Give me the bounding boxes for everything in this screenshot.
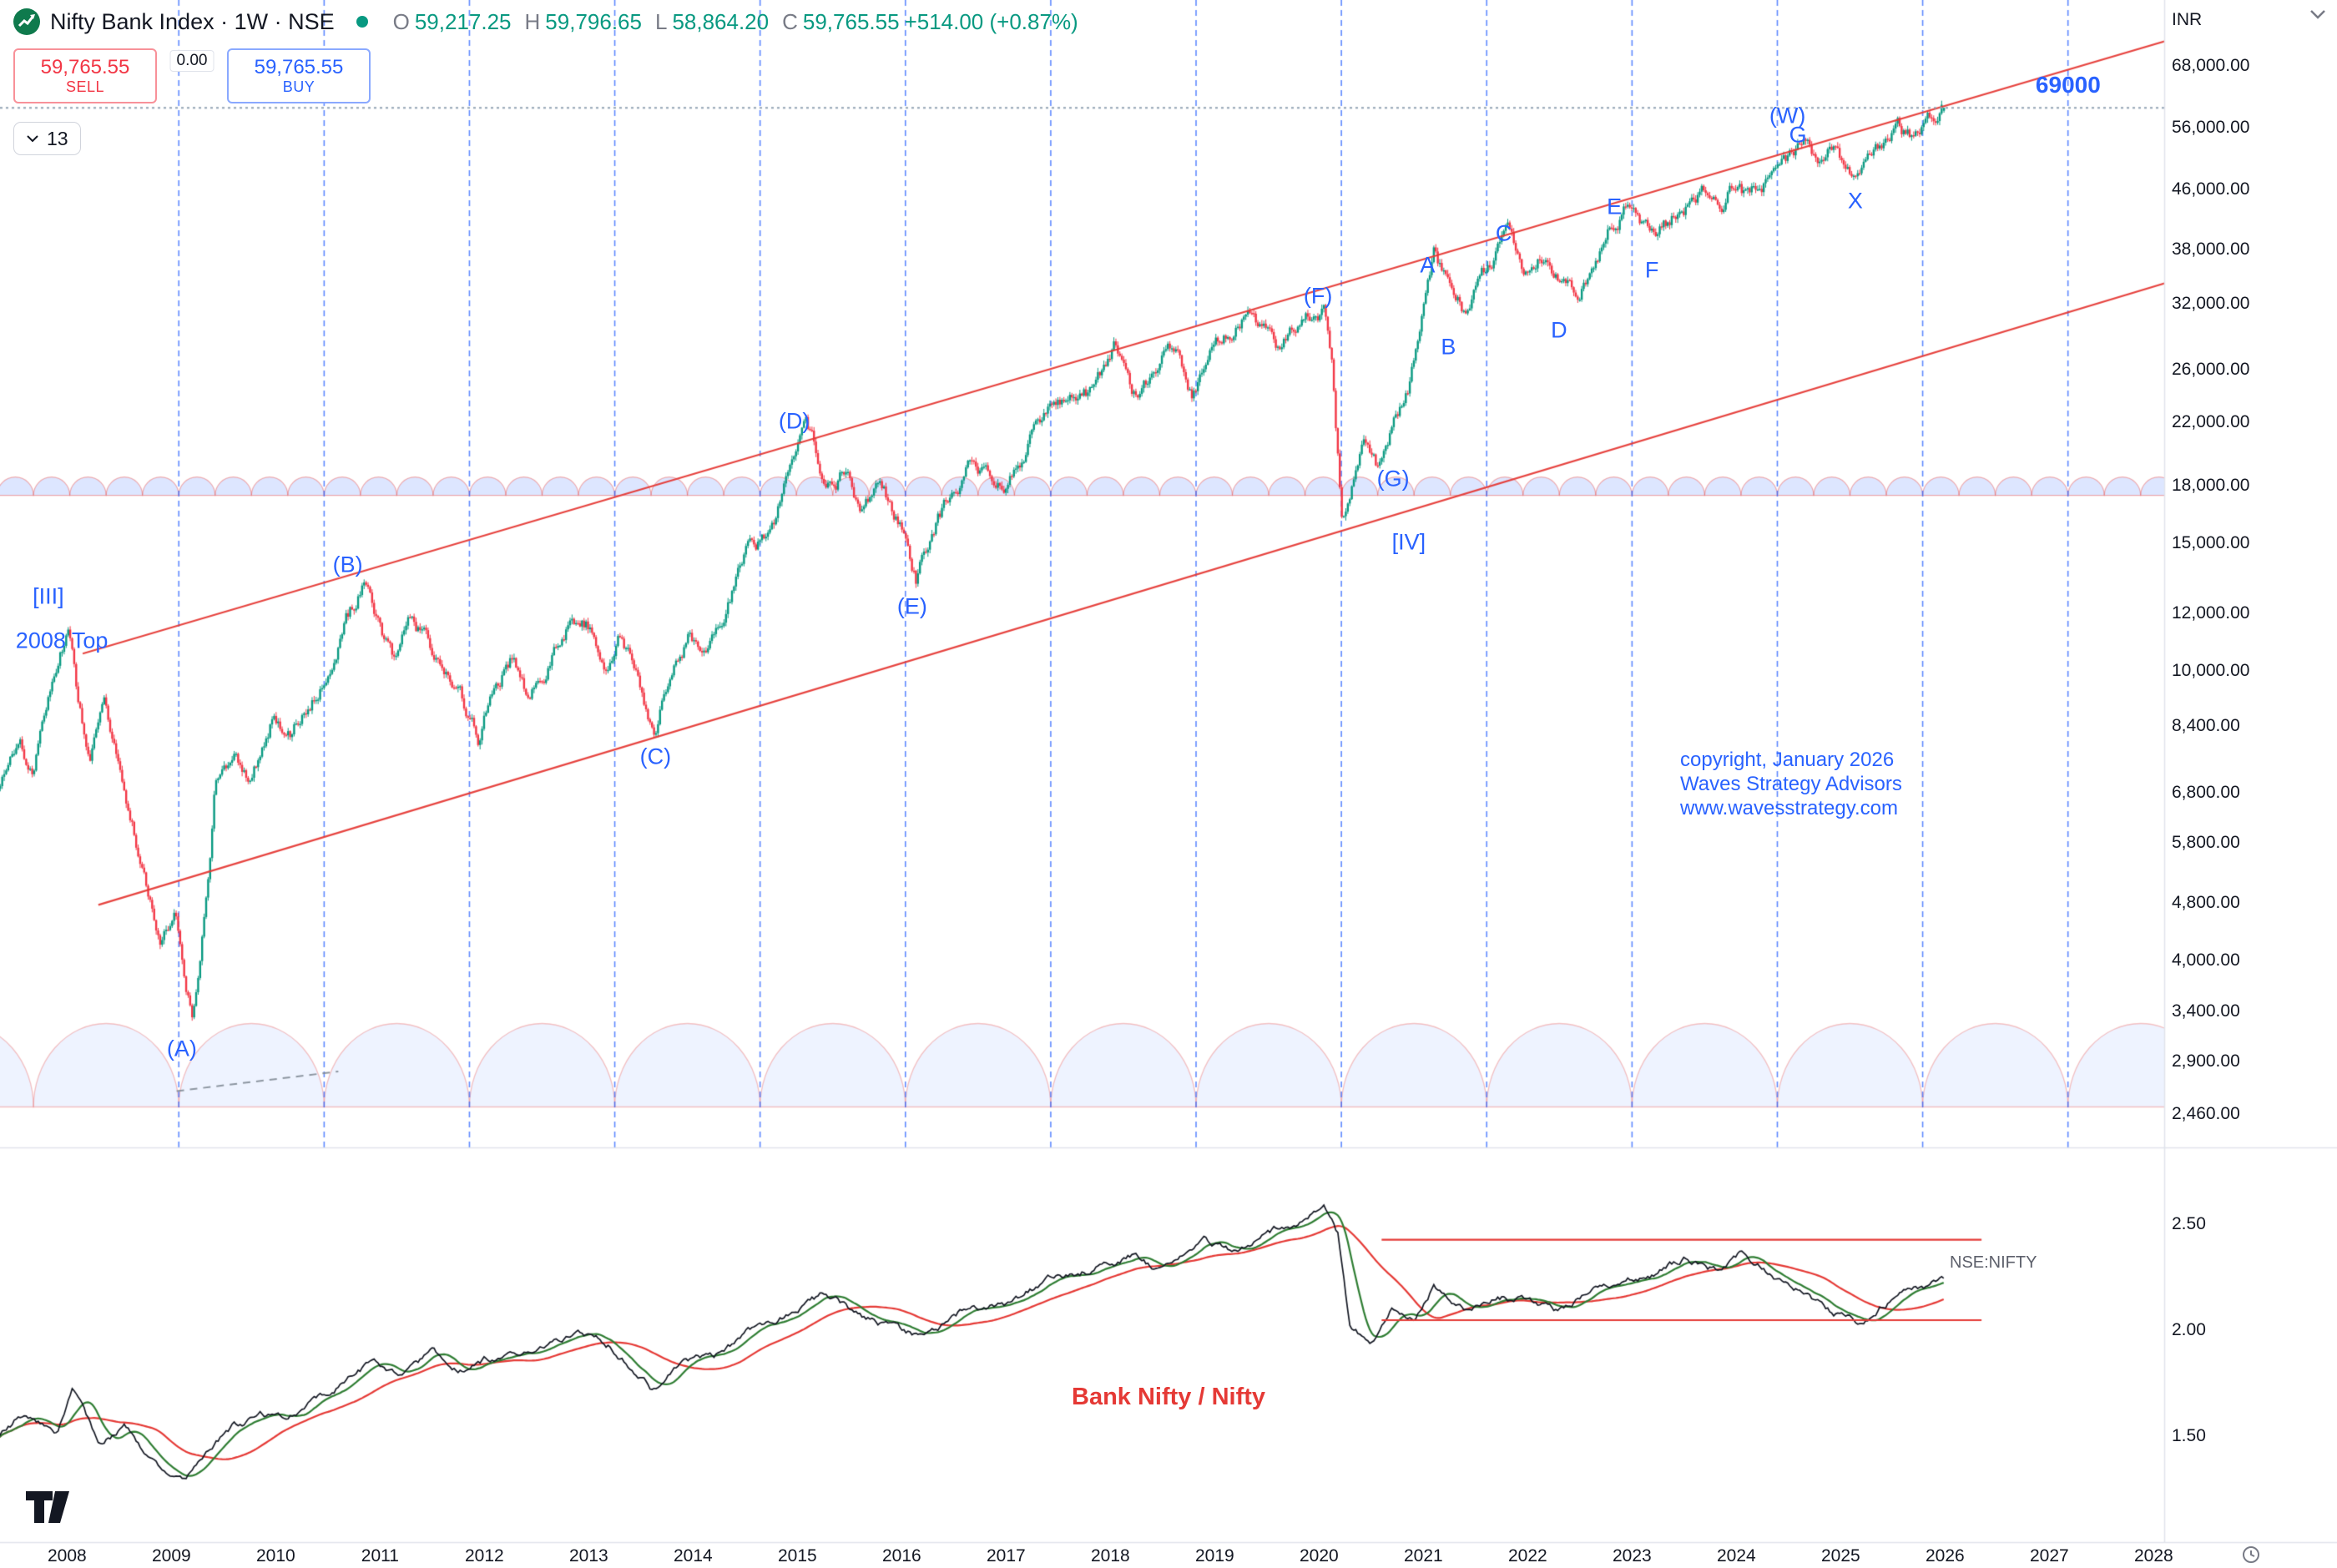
chart-header: Nifty Bank Index · 1W · NSE O 59,217.25 … <box>13 8 1078 35</box>
spread-area: 0.00 <box>157 48 227 100</box>
sell-price: 59,765.55 <box>40 55 130 78</box>
market-status-icon[interactable] <box>356 16 368 28</box>
bar-replay-count-dropdown[interactable]: 13 <box>13 122 81 155</box>
axis-collapse-arrow-icon[interactable] <box>2309 8 2327 24</box>
time-axis-label: 2012 <box>465 1546 504 1565</box>
time-axis-label: 2019 <box>1195 1546 1234 1565</box>
change-value: +514.00 (+0.87%) <box>904 8 1078 34</box>
open-value: 59,217.25 <box>414 8 512 34</box>
time-axis-label: 2018 <box>1091 1546 1130 1565</box>
ratio-pane-title: Bank Nifty / Nifty <box>1072 1384 1266 1410</box>
price-axis-label: 3,400.00 <box>2172 1001 2240 1021</box>
time-axis-label: 2009 <box>152 1546 191 1565</box>
currency-value: INR <box>2172 10 2203 29</box>
price-axis-label: 68,000.00 <box>2172 56 2250 76</box>
time-axis-label: 2021 <box>1404 1546 1443 1565</box>
time-axis-label: 2010 <box>256 1546 295 1565</box>
time-axis-label: 2027 <box>2030 1546 2069 1565</box>
buy-button[interactable]: 59,765.55 BUY <box>227 48 371 103</box>
ratio-axis-label: 2.00 <box>2172 1319 2206 1339</box>
ratio-axis-label: 2.50 <box>2172 1213 2206 1233</box>
bar-count-value: 13 <box>47 127 68 149</box>
sell-button[interactable]: 59,765.55 SELL <box>13 48 157 103</box>
buy-button-label: BUY <box>282 78 315 96</box>
time-axis-label: 2013 <box>569 1546 608 1565</box>
time-axis-label: 2011 <box>361 1546 399 1565</box>
buy-sell-widget: 59,765.55 SELL 0.00 59,765.55 BUY <box>13 48 371 103</box>
close-value: 59,765.55 <box>802 8 900 34</box>
price-axis-label: 2,900.00 <box>2172 1051 2240 1071</box>
low-value: 58,864.20 <box>672 8 770 34</box>
currency-selector[interactable]: INR <box>2172 10 2202 30</box>
price-axis-label: 4,000.00 <box>2172 950 2240 970</box>
price-axis-label: 22,000.00 <box>2172 412 2250 432</box>
symbol-title[interactable]: Nifty Bank Index · 1W · NSE <box>50 8 335 34</box>
ratio-series-label: NSE:NIFTY <box>1950 1253 2037 1272</box>
price-scale[interactable]: 68,000.00 56,000.00 46,000.00 38,000.00 32,0… <box>2164 0 2337 1542</box>
copyright-line: Waves Strategy Advisors <box>1680 773 1902 795</box>
time-axis-label: 2008 <box>48 1546 87 1565</box>
time-axis-label: 2017 <box>987 1546 1026 1565</box>
copyright-line: www.wavesstrategy.com <box>1680 797 1898 819</box>
high-label: H <box>524 8 541 34</box>
time-axis-label: 2015 <box>778 1546 817 1565</box>
high-value: 59,796.65 <box>545 8 642 34</box>
chevron-down-icon <box>26 134 39 143</box>
time-axis-label: 2020 <box>1300 1546 1339 1565</box>
tradingview-logo[interactable] <box>25 1490 70 1528</box>
time-scale[interactable]: 2008 2009 2010 2011 2012 2013 2014 2015 2016 2017… <box>0 1543 2337 1565</box>
symbol-logo-icon <box>13 8 40 35</box>
price-axis-label: 2,460.00 <box>2172 1103 2240 1123</box>
spread-value: 0.00 <box>169 50 215 72</box>
low-label: L <box>654 8 668 34</box>
copyright-line: copyright, January 2026 <box>1680 749 1895 771</box>
time-axis-label: 2016 <box>882 1546 921 1565</box>
price-axis-label: 10,000.00 <box>2172 661 2250 681</box>
sell-button-label: SELL <box>65 78 105 96</box>
open-label: O <box>392 8 410 34</box>
price-axis-label: 5,800.00 <box>2172 833 2240 853</box>
price-axis-label: 12,000.00 <box>2172 603 2250 623</box>
buy-price: 59,765.55 <box>254 55 344 78</box>
price-axis-label: 6,800.00 <box>2172 783 2240 803</box>
time-axis-label: 2028 <box>2134 1546 2173 1565</box>
ratio-axis-label: 1.50 <box>2172 1425 2206 1445</box>
time-axis-label: 2022 <box>1508 1546 1547 1565</box>
price-axis-label: 15,000.00 <box>2172 532 2250 552</box>
price-axis-label: 46,000.00 <box>2172 179 2250 199</box>
price-axis-label: 32,000.00 <box>2172 294 2250 314</box>
price-axis-label: 38,000.00 <box>2172 239 2250 260</box>
ohlc-readout: O 59,217.25 H 59,796.65 L 58,864.20 C 59… <box>385 9 1078 35</box>
price-axis-label: 26,000.00 <box>2172 359 2250 379</box>
time-axis-label: 2026 <box>1926 1546 1965 1565</box>
price-axis-label: 4,800.00 <box>2172 892 2240 912</box>
price-target-label: 69000 <box>2035 72 2101 98</box>
time-axis-clock-icon[interactable] <box>2242 1545 2260 1568</box>
price-axis-label: 8,400.00 <box>2172 716 2240 736</box>
price-axis-label: 56,000.00 <box>2172 117 2250 137</box>
time-axis-label: 2014 <box>674 1546 713 1565</box>
time-axis-label: 2025 <box>1821 1546 1860 1565</box>
close-label: C <box>782 8 798 34</box>
time-axis-label: 2023 <box>1613 1546 1652 1565</box>
time-axis-label: 2024 <box>1717 1546 1756 1565</box>
copyright-note: copyright, January 2026 Waves Strategy A… <box>1680 748 1902 820</box>
price-axis-label: 18,000.00 <box>2172 476 2250 496</box>
